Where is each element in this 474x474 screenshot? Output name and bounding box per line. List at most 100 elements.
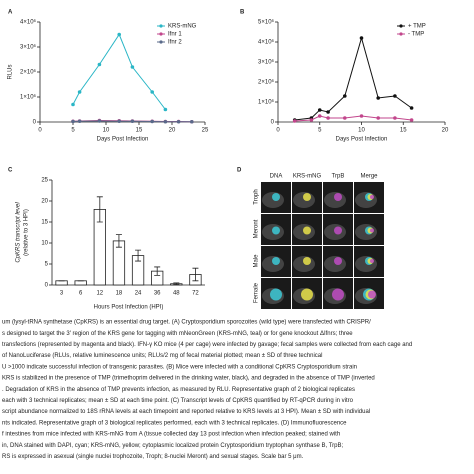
stain (303, 257, 311, 265)
x-tick-label: 36 (154, 291, 161, 297)
series-marker (77, 119, 82, 124)
stain (303, 193, 311, 201)
error-bar (173, 282, 180, 285)
series-marker (77, 90, 82, 94)
y-tick-label: 15 (41, 220, 48, 226)
x-tick-label: 5 (318, 128, 322, 134)
stain (270, 288, 282, 301)
y-tick-label: 2×10⁶ (20, 69, 37, 76)
series-marker (309, 118, 314, 122)
series-marker (150, 119, 154, 124)
panel-label: C (8, 168, 13, 174)
y-tick-label: 10 (41, 241, 48, 247)
series-marker (150, 90, 154, 94)
legend-marker (159, 40, 163, 44)
x-tick-label: 20 (442, 128, 449, 134)
error-bar (96, 196, 103, 223)
series-marker (376, 116, 381, 120)
series-marker (343, 116, 347, 120)
x-tick-label: 15 (136, 128, 143, 134)
series-marker (163, 107, 168, 112)
x-tick-label: 18 (116, 291, 123, 297)
series-marker (71, 119, 75, 124)
series-marker (97, 119, 102, 123)
series-marker (71, 102, 75, 107)
series-marker (317, 114, 322, 118)
y-tick-label: 0 (45, 283, 49, 289)
series-marker (190, 119, 194, 124)
x-tick-label: 0 (276, 128, 280, 134)
caption-line: . Degradation of KRS in the absence of T… (2, 387, 355, 393)
panel-label: D (237, 168, 242, 174)
y-tick-label: 4×10⁶ (258, 39, 275, 46)
y-tick-label: 1×10⁶ (20, 94, 37, 101)
y-tick-label: 3×10⁶ (258, 59, 275, 66)
series-marker (343, 94, 347, 98)
y-tick-label: 5 (45, 262, 49, 268)
legend-marker (159, 32, 163, 36)
series-marker (326, 110, 330, 114)
y-axis-title: (relative to 3 HPI) (24, 209, 30, 256)
x-axis-title: Days Post Infection (97, 137, 149, 143)
y-tick-label: 25 (41, 178, 48, 184)
caption-line: in, DNA stained with DAPI, cyan; KRS-mNG… (2, 443, 343, 449)
caption-line: each with 3 technical replicates; mean ±… (2, 398, 354, 404)
x-tick-label: 72 (192, 291, 199, 297)
y-axis-title: RLUs (8, 64, 14, 79)
stain (272, 193, 280, 201)
y-tick-label: 4×10⁶ (20, 19, 37, 26)
caption-line: RS is expressed in asexual (single nucle… (2, 454, 304, 460)
legend-label: Ifnr 1 (168, 32, 182, 38)
x-tick-label: 10 (103, 128, 110, 134)
row-label: Troph (254, 189, 260, 204)
stain (334, 257, 342, 265)
panel-label: B (240, 10, 245, 16)
legend-marker (399, 32, 403, 36)
x-axis-title: Hours Post Infection (HPI) (94, 305, 164, 311)
series-marker (409, 106, 414, 110)
series-marker (359, 36, 364, 40)
stain (272, 226, 280, 235)
y-tick-label: 20 (41, 199, 48, 205)
x-tick-label: 5 (71, 128, 75, 134)
caption-line: um (lysyl-tRNA synthetase (CpKRS) is an … (2, 320, 371, 326)
error-bar (135, 249, 142, 262)
legend-label: + TMP (408, 24, 426, 30)
x-tick-label: 24 (135, 291, 142, 297)
panel-label: A (8, 10, 13, 16)
stain (272, 257, 280, 265)
column-header: TrpB (332, 174, 345, 180)
x-tick-label: 0 (38, 128, 42, 134)
x-tick-label: 3 (60, 291, 64, 297)
x-tick-label: 10 (358, 128, 365, 134)
stain (334, 193, 342, 201)
series-marker (376, 96, 381, 100)
row-label: Male (254, 254, 260, 268)
stain (303, 226, 311, 235)
y-tick-label: 0 (33, 120, 37, 126)
y-axis-title: CpKRS transcript level (16, 202, 22, 263)
caption-line: U >1000 indicate successful infection of… (2, 364, 357, 370)
legend-marker (159, 24, 163, 28)
legend-label: Ifnr 2 (168, 40, 182, 46)
y-tick-label: 3×10⁶ (20, 44, 37, 51)
caption-line: f intestines from mice infected with KRS… (2, 432, 340, 438)
x-tick-label: 15 (400, 128, 407, 134)
y-tick-label: 1×10⁶ (258, 99, 275, 106)
y-tick-label: 0 (271, 120, 275, 126)
series-marker (130, 65, 135, 69)
series-marker (393, 94, 397, 98)
y-tick-label: 5×10⁶ (258, 19, 275, 26)
caption-line: script abundance normalized to 18S rRNA … (2, 409, 370, 415)
column-header: KRS-mNG (293, 174, 322, 180)
series-marker (130, 119, 135, 124)
error-bar (154, 266, 161, 276)
stain (370, 259, 374, 263)
series-marker (117, 119, 121, 124)
stain (370, 195, 374, 199)
caption-line: of NanoLuciferase (RLUs, relative lumine… (2, 353, 322, 359)
bar (55, 280, 68, 286)
stain (332, 288, 344, 301)
